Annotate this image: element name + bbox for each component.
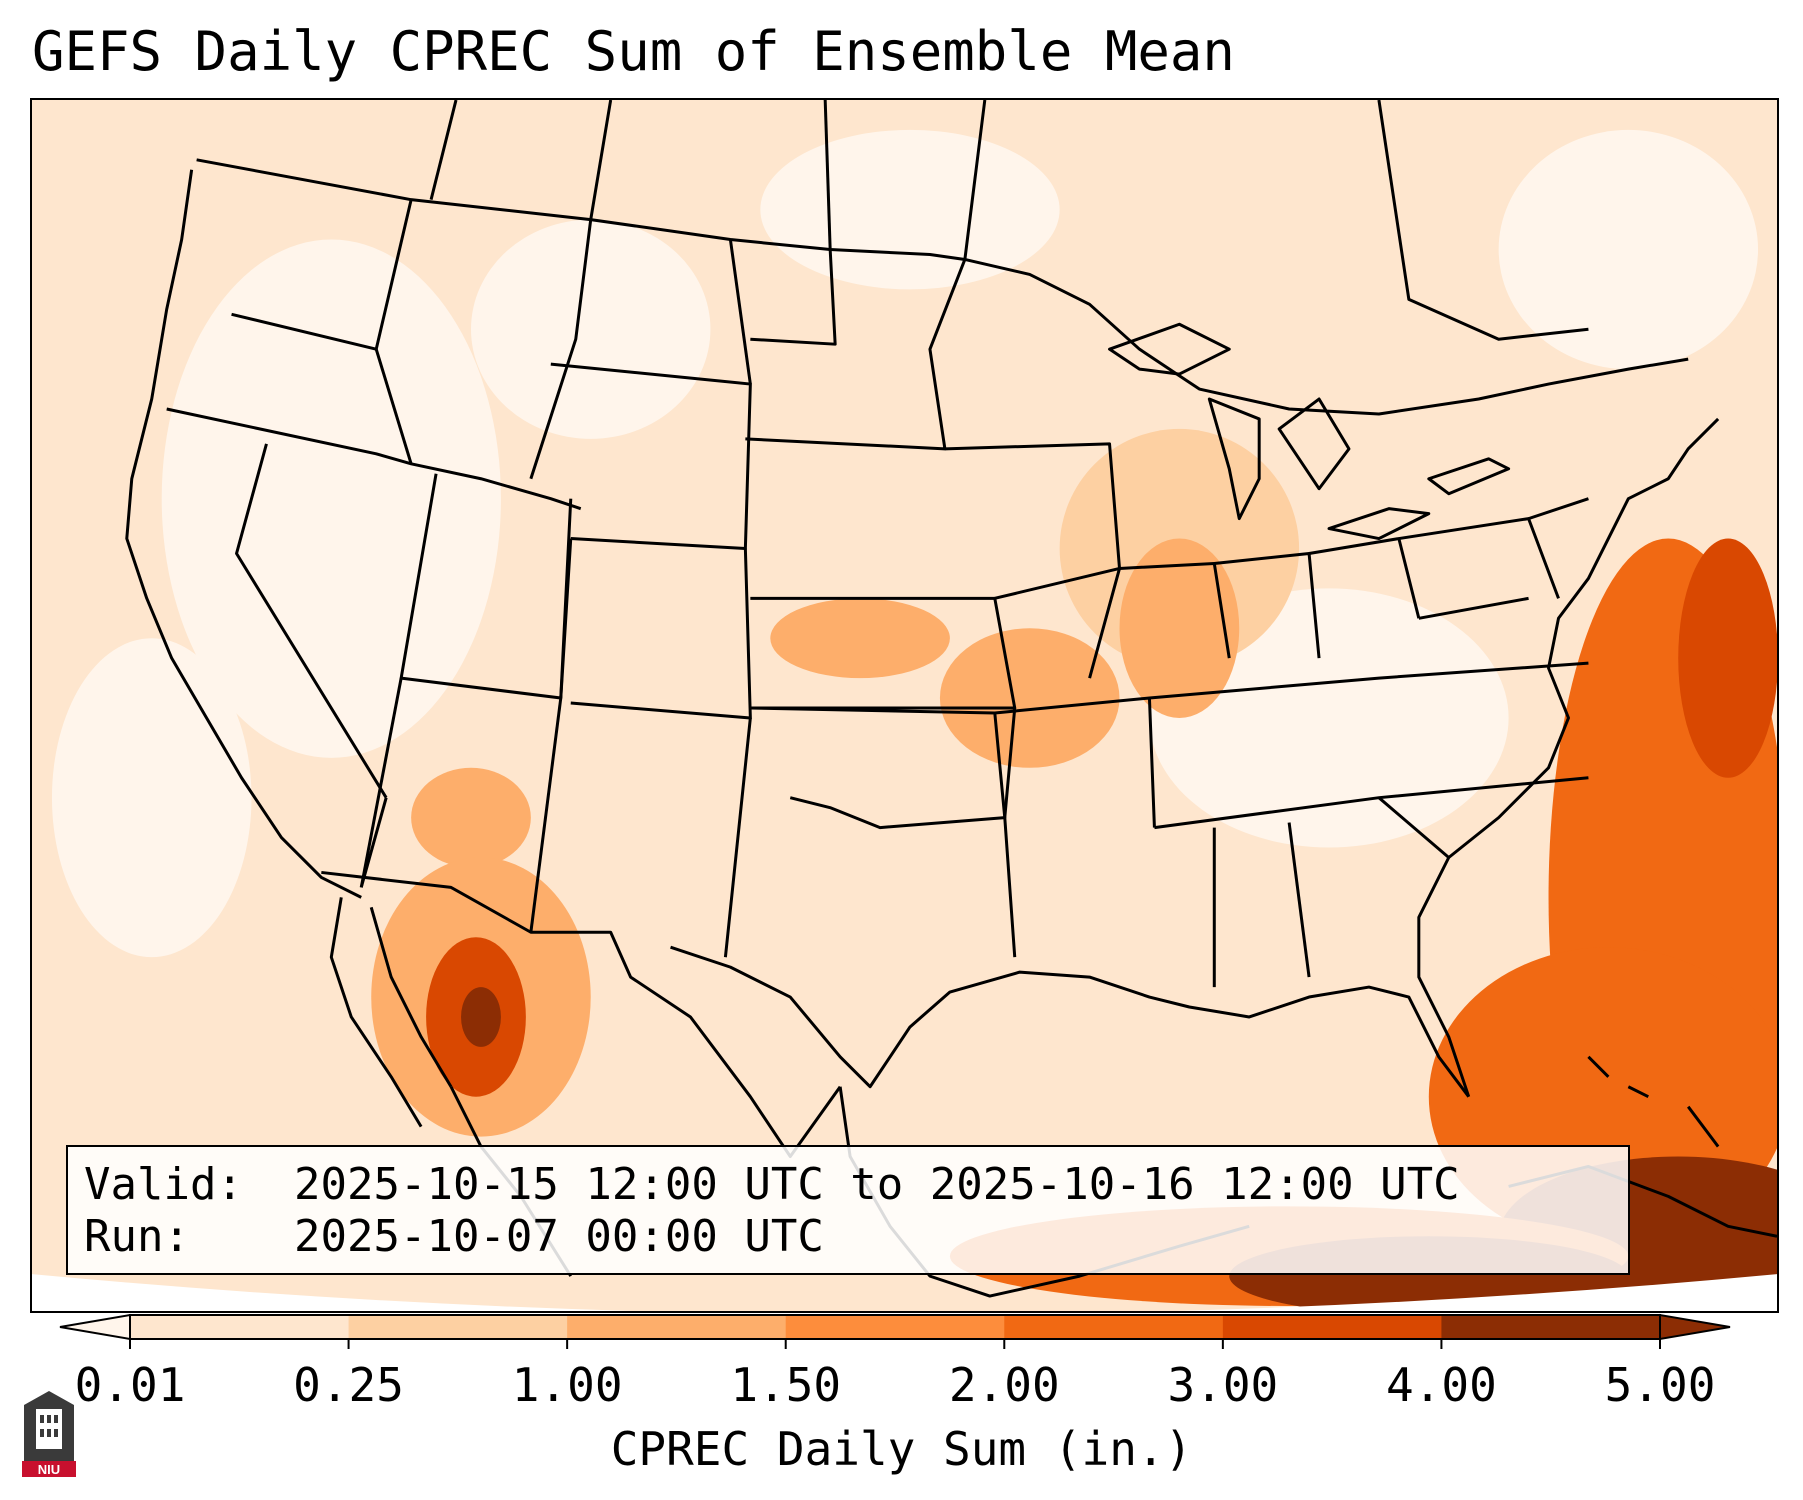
great-lakes-outline	[1277, 397, 1351, 491]
valid-run-info-box: Valid: 2025-10-15 12:00 UTC to 2025-10-16…	[66, 1145, 1630, 1275]
state-line	[359, 677, 403, 888]
canada-province-line	[1377, 100, 1589, 341]
colorbar-tick-label: 0.01	[74, 1358, 186, 1412]
colorbar-segment	[130, 1315, 350, 1339]
valid-value: 2025-10-15 12:00 UTC to 2025-10-16 12:00…	[294, 1159, 1460, 1210]
colorbar-tick-label: 3.00	[1167, 1358, 1279, 1412]
map-frame	[30, 98, 1779, 1313]
precip-shading	[51, 129, 1777, 1311]
state-line	[1398, 517, 1560, 599]
precip-area	[1678, 538, 1777, 778]
valid-time-line: Valid: 2025-10-15 12:00 UTC to 2025-10-16…	[84, 1159, 1628, 1211]
state-line	[374, 348, 413, 465]
state-line	[1528, 497, 1589, 521]
great-lakes-outline	[1427, 457, 1511, 496]
colorbar-segment	[1222, 1315, 1442, 1339]
state-line	[1377, 796, 1450, 859]
precip-area	[1498, 129, 1759, 370]
canada-province-line	[429, 100, 458, 201]
colorbar-tick-label: 5.00	[1604, 1358, 1716, 1412]
colorbar	[59, 1313, 1731, 1349]
state-line	[723, 717, 752, 958]
gulf-coast-line	[670, 945, 1470, 1098]
state-line	[529, 219, 593, 480]
great-lakes-outline	[1207, 397, 1261, 521]
page-title: GEFS Daily CPREC Sum of Ensemble Mean	[32, 20, 1235, 83]
great-lakes-outline	[1108, 322, 1231, 376]
state-line	[559, 538, 573, 699]
logo-text: NIU	[38, 1462, 60, 1477]
precip-area	[51, 638, 252, 958]
west-coast-line	[125, 169, 362, 899]
great-lakes-outline	[1327, 507, 1431, 541]
canada-province-line	[823, 100, 832, 250]
state-line	[750, 596, 1017, 710]
colorbar-tick-label: 1.00	[511, 1358, 623, 1412]
state-line	[529, 697, 563, 933]
precip-area	[1119, 538, 1240, 718]
precip-area	[411, 767, 531, 868]
state-line	[166, 407, 582, 511]
state-line	[1149, 661, 1589, 700]
bahamas-islands	[1587, 1055, 1720, 1148]
logo-ribbon	[22, 1461, 76, 1477]
run-time-line: Run: 2025-10-07 00:00 UTC	[84, 1211, 1628, 1263]
colorbar-segment	[1004, 1315, 1224, 1339]
state-line	[374, 199, 413, 350]
niu-logo: NIU	[22, 1391, 76, 1477]
state-line	[1287, 822, 1311, 978]
atlantic-coast-line	[1417, 417, 1720, 1098]
state-line	[750, 706, 1007, 830]
precip-area	[939, 628, 1120, 768]
state-line	[235, 443, 388, 799]
canada-province-line	[963, 100, 987, 260]
state-line	[231, 312, 377, 351]
valid-label: Valid:	[84, 1159, 243, 1210]
precip-area	[1149, 588, 1509, 848]
run-label: Run:	[84, 1211, 190, 1262]
state-line	[1214, 552, 1321, 659]
baja-coastline	[329, 897, 453, 1128]
colorbar-tick-label: 0.25	[293, 1358, 404, 1412]
colorbar-extend-high	[1659, 1313, 1731, 1341]
state-line	[1418, 596, 1529, 620]
colorbar-segment	[348, 1315, 568, 1339]
colorbar-extend-low	[59, 1313, 131, 1341]
precip-area	[161, 239, 501, 758]
colorbar-tick-label: 1.50	[730, 1358, 842, 1412]
colorbar-label: CPREC Daily Sum (in.)	[610, 1422, 1193, 1476]
state-line	[994, 566, 1120, 600]
mexico-border-line	[321, 870, 842, 1159]
colorbar-segment	[1441, 1315, 1661, 1339]
state-line	[944, 442, 1122, 679]
colorbar-tick-labels: 0.01 0.25 1.00 1.50 2.00 3.00 4.00 5.00	[0, 1358, 1803, 1418]
state-line	[745, 258, 967, 451]
state-line	[728, 239, 752, 385]
precip-area	[760, 129, 1060, 290]
precip-area	[770, 598, 950, 679]
colorbar-segment	[567, 1315, 787, 1339]
colorbar-tick-label: 2.00	[948, 1358, 1060, 1412]
projection-edge-mask	[32, 1274, 1777, 1311]
precip-area	[461, 987, 501, 1047]
precip-area	[470, 219, 711, 439]
state-line	[750, 249, 837, 346]
precipitation-map	[32, 100, 1777, 1311]
colorbar-segment	[785, 1315, 1005, 1339]
state-line	[1003, 707, 1017, 958]
canada-province-line	[589, 100, 613, 220]
canada-border-line	[196, 158, 1689, 416]
colorbar-outline	[129, 1314, 1661, 1340]
state-line	[550, 362, 752, 551]
colorbar-tick-label: 4.00	[1386, 1358, 1497, 1412]
run-value: 2025-10-07 00:00 UTC	[294, 1211, 824, 1262]
